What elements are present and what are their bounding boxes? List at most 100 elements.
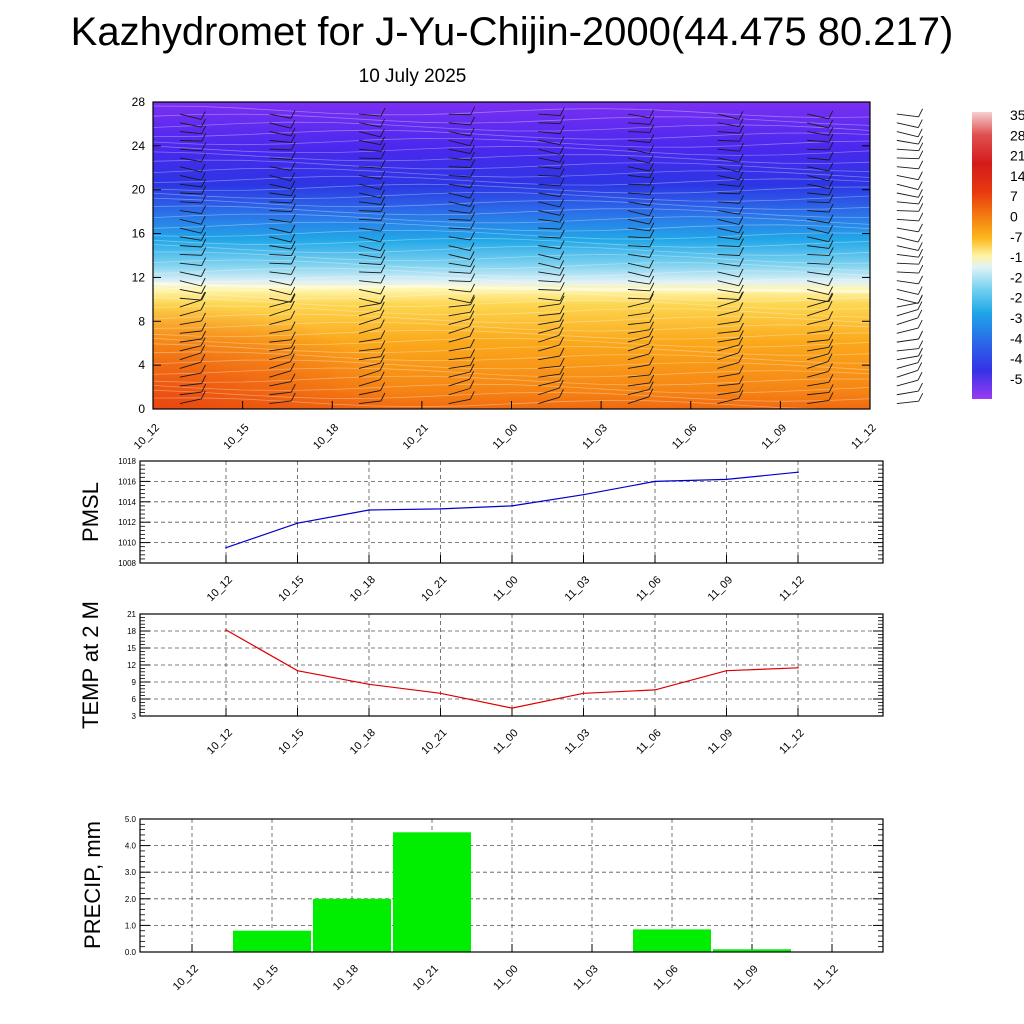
wind-barb [448, 311, 471, 317]
colorbar-label: 7 [1010, 188, 1018, 204]
wind-barb [896, 157, 919, 160]
wind-barb-flag [201, 322, 207, 332]
wind-barb-flag [649, 186, 655, 195]
contour-line [152, 313, 871, 324]
contour-line [152, 192, 871, 202]
wind-barb [717, 330, 740, 334]
wind-barb [269, 218, 292, 223]
wind-barb-flag [649, 321, 655, 330]
wind-barb-flag [469, 328, 475, 337]
wind-barb [448, 371, 471, 378]
wind-barb-flag [559, 240, 565, 249]
wind-barb [896, 338, 919, 343]
wind-barb-flag [649, 222, 655, 232]
data-point [654, 689, 656, 691]
x-tick-label: 10_18 [348, 574, 378, 604]
wind-barb [179, 122, 202, 128]
wind-barb [717, 201, 740, 204]
wind-barb-flag [559, 282, 565, 291]
wind-barb-flag [559, 229, 565, 239]
wind-barb-flag [470, 159, 476, 168]
heatmap-x-tick-label: 10_15 [221, 422, 251, 452]
wind-barb-flag [738, 153, 744, 163]
wind-barb-flag [469, 310, 475, 320]
y-tick-label: 1008 [118, 559, 136, 568]
wind-barb-flag [380, 233, 385, 243]
wind-barb-flag [469, 380, 475, 389]
wind-barb [896, 355, 919, 361]
wind-barb [807, 139, 830, 143]
wind-barb-flag [828, 339, 834, 348]
wind-barb-flag [200, 301, 206, 311]
wind-barb-flag [827, 292, 833, 302]
wind-barb [896, 192, 919, 198]
wind-barb-flag [917, 371, 923, 381]
wind-barb [179, 148, 202, 152]
wind-barb [717, 297, 740, 301]
wind-barb [538, 380, 560, 387]
colorbar-label: 14 [1010, 168, 1024, 184]
contour-line [152, 321, 871, 332]
contour-line [152, 351, 871, 364]
wind-barb-flag [200, 344, 206, 354]
wind-barb [538, 245, 561, 250]
wind-barb [896, 236, 919, 243]
wind-barb-flag [828, 311, 834, 320]
wind-barb [179, 383, 202, 387]
wind-barb-flag [290, 392, 296, 402]
wind-barb-flag [379, 309, 385, 319]
wind-barb [179, 299, 201, 308]
x-tick-label: 10_15 [276, 574, 306, 604]
wind-barb [538, 373, 561, 378]
wind-barb [627, 396, 650, 404]
wind-barb [538, 166, 561, 170]
colorbar-label: 35 [1010, 107, 1024, 123]
wind-barb [717, 227, 740, 234]
wind-barb [358, 356, 381, 361]
wind-barb-flag [201, 153, 206, 162]
wind-barb-flag [380, 107, 386, 117]
wind-barb-flag [290, 240, 296, 250]
wind-barb [269, 183, 291, 190]
wind-barb [896, 362, 919, 369]
wind-barb-flag [290, 141, 296, 151]
wind-barb-flag [469, 137, 475, 146]
wind-barb [627, 175, 650, 179]
wind-barb [448, 122, 471, 126]
wind-barb-flag [379, 301, 385, 311]
wind-barb [269, 166, 292, 171]
contour-line [152, 337, 871, 348]
x-tick-label: 10_15 [276, 727, 306, 757]
panel-frame [139, 460, 884, 564]
wind-barb [359, 271, 382, 274]
wind-barb-flag [738, 383, 744, 392]
wind-barb [807, 253, 830, 256]
wind-barb-flag [918, 142, 924, 151]
contour-line [152, 259, 871, 272]
wind-barb-flag [738, 354, 744, 363]
wind-barb [269, 381, 292, 387]
wind-barb [359, 280, 381, 284]
wind-barb [179, 297, 202, 301]
x-tick-label: 11_12 [811, 963, 841, 993]
wind-barb [538, 183, 561, 187]
heatmap-x-tick-label: 10_18 [311, 422, 341, 452]
wind-barb [269, 175, 291, 182]
wind-barb [807, 391, 830, 396]
wind-barb-flag [469, 303, 475, 313]
wind-barb-flag [290, 203, 296, 212]
y-tick-label: 3.0 [125, 868, 137, 877]
wind-barb [269, 113, 292, 119]
x-tick-label: 10_12 [205, 574, 235, 604]
wind-barb [359, 262, 382, 265]
wind-barb [359, 148, 382, 152]
contour-line [152, 230, 871, 240]
data-point [582, 493, 585, 496]
wind-barb-flag [559, 188, 565, 197]
y-axis-label: PRECIP, mm [80, 821, 105, 949]
wind-barb-flag [649, 290, 655, 300]
wind-barb [538, 344, 560, 352]
wind-barb [359, 157, 382, 160]
wind-barb [627, 201, 650, 206]
wind-barb-flag [559, 372, 565, 382]
